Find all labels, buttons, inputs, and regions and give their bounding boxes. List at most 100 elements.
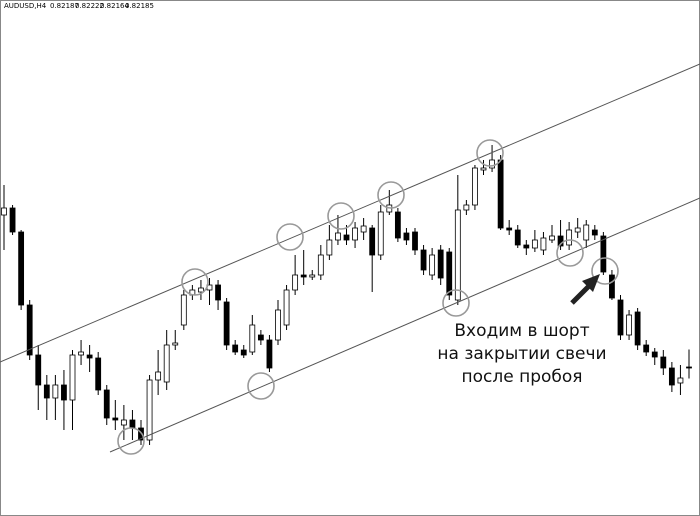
candle-body — [497, 159, 504, 229]
candles — [1, 145, 692, 445]
channel — [0, 63, 700, 453]
candle-body — [583, 224, 590, 241]
candle-body — [566, 229, 573, 246]
candle-body — [61, 384, 67, 401]
circle — [442, 289, 470, 317]
candle-body — [240, 349, 247, 356]
ohlc-close: 0.82185 — [125, 2, 154, 10]
circle — [247, 372, 275, 400]
candle-body — [1, 207, 7, 216]
candle-body — [506, 227, 513, 231]
candle-body — [103, 389, 110, 419]
candle-body — [677, 377, 684, 384]
candle-body — [634, 311, 641, 346]
candle-body — [249, 324, 256, 353]
candle-body — [198, 287, 204, 293]
candle-body — [95, 357, 102, 391]
ohlc-open: 0.82187 — [50, 2, 79, 10]
candle-body — [120, 419, 127, 426]
annotation-line: на закрытии свечи — [437, 344, 606, 364]
ohlc-high: 0.82222 — [75, 2, 104, 10]
candle-body — [609, 274, 615, 299]
candle-body — [480, 167, 487, 171]
candle-body — [266, 339, 273, 369]
candle-body — [454, 209, 461, 301]
arrow-shaft — [570, 283, 592, 305]
candle-body — [300, 274, 307, 278]
circle — [377, 181, 405, 209]
circle — [276, 223, 304, 251]
lower-line — [109, 197, 700, 453]
candle-body — [394, 211, 401, 239]
candle-body — [86, 354, 93, 359]
candle-body — [163, 344, 170, 383]
candle-body — [343, 234, 350, 241]
candle-body — [352, 227, 358, 241]
candle-body — [549, 235, 555, 241]
candle-body — [472, 167, 478, 206]
candle-body — [275, 309, 281, 341]
candle-body — [78, 351, 84, 356]
candle-body — [9, 207, 16, 233]
candle-body — [18, 231, 25, 306]
symbol: AUDUSD,H4 — [4, 2, 47, 10]
candle-body — [369, 227, 376, 256]
candle-body — [437, 249, 444, 279]
candle-body — [403, 232, 410, 241]
candle-body — [643, 344, 650, 353]
circle — [327, 202, 355, 230]
circle — [591, 257, 619, 285]
candle-body — [377, 211, 384, 256]
circle — [181, 268, 209, 296]
candle-body — [326, 239, 333, 256]
candle-body — [43, 384, 50, 399]
candle-body — [651, 351, 658, 358]
candle-body — [360, 225, 367, 233]
candle-body — [617, 299, 624, 336]
candle-body — [429, 254, 436, 276]
candle-body — [600, 235, 607, 273]
candle-body — [523, 244, 530, 249]
candle-body — [660, 356, 667, 369]
candle-body — [35, 354, 42, 386]
candle-body — [531, 239, 538, 249]
upper-line — [0, 63, 700, 363]
ohlc-low: 0.82164 — [100, 2, 129, 10]
candle-body — [52, 384, 59, 399]
candle-body — [223, 301, 230, 346]
candle-body — [626, 314, 632, 336]
candle-body — [257, 334, 264, 341]
circle — [117, 427, 145, 455]
candle-body — [180, 294, 187, 326]
candle-body — [412, 231, 418, 251]
candle-body — [129, 419, 136, 429]
candle-body — [446, 251, 453, 296]
candle-body — [514, 229, 521, 246]
candle-body — [138, 427, 144, 441]
circle — [476, 139, 504, 167]
candle-body — [317, 254, 324, 276]
annotation-line: после пробоя — [461, 367, 582, 387]
candle-body — [420, 249, 427, 271]
candle-body — [557, 235, 564, 247]
candle-body — [540, 237, 547, 251]
candle-body — [686, 366, 692, 369]
candle-body — [69, 354, 76, 401]
candle-body — [574, 227, 581, 233]
annotation-line: Входим в шорт — [454, 321, 589, 341]
circle — [556, 239, 584, 267]
candle-body — [112, 417, 119, 421]
candle-body — [489, 159, 495, 169]
touch-circles — [117, 139, 619, 455]
candle-body — [232, 344, 239, 353]
candle-body — [26, 304, 33, 356]
candle-body — [335, 232, 341, 241]
arrow-head — [582, 274, 600, 292]
candle-body — [309, 274, 316, 278]
arrow — [570, 274, 600, 305]
candle-body — [215, 284, 221, 301]
candle-body — [292, 274, 299, 291]
candle-body — [668, 367, 675, 386]
